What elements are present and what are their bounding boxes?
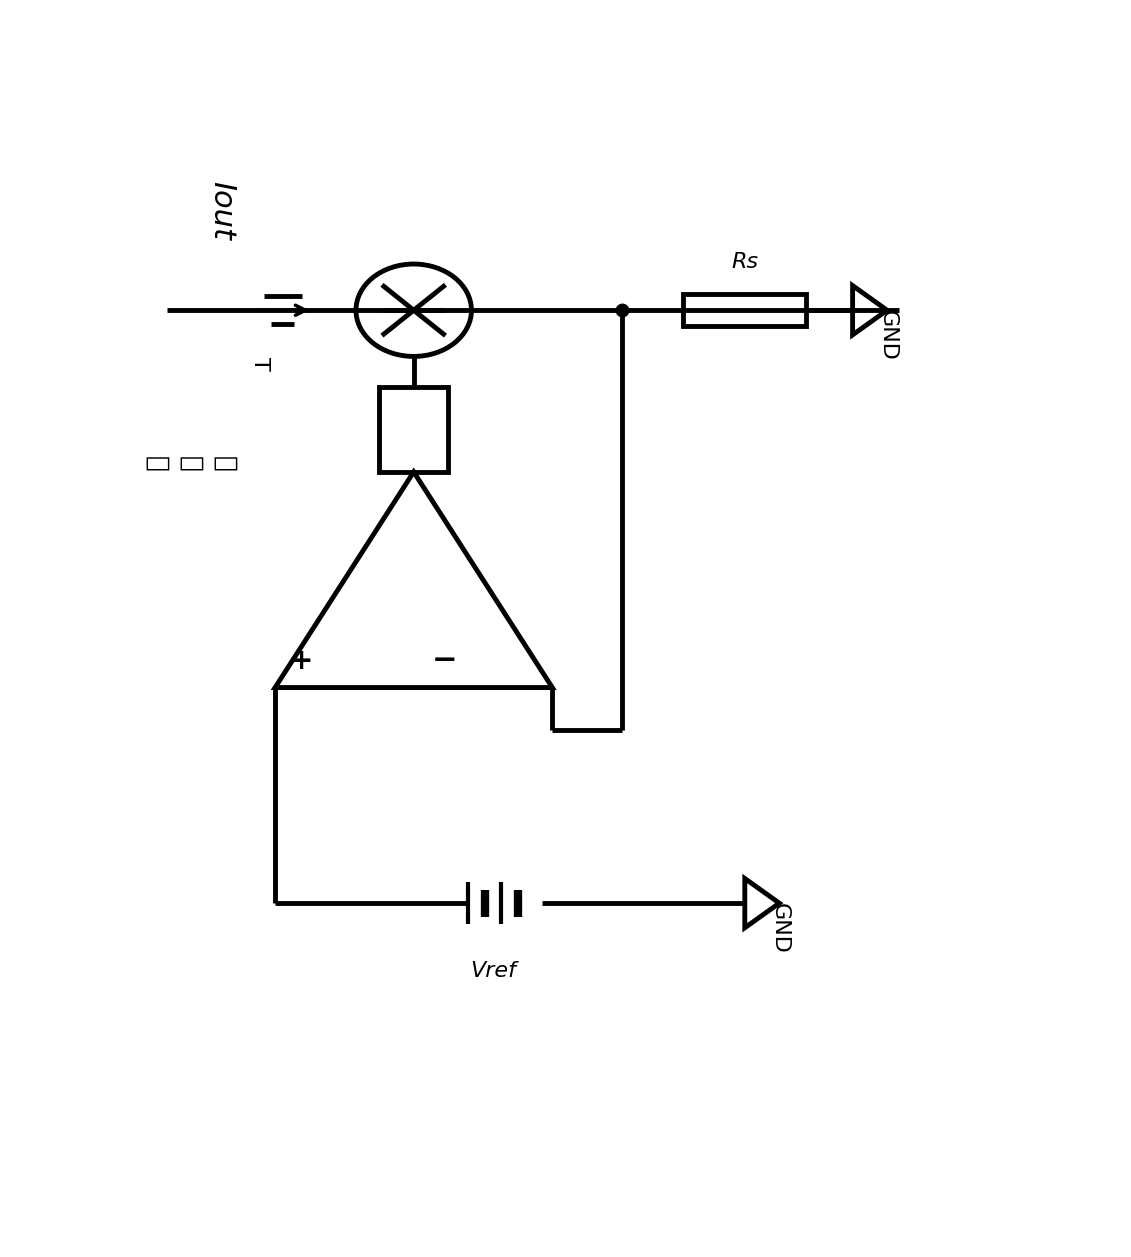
Text: T: T xyxy=(250,357,269,371)
Text: 副
载
系: 副 载 系 xyxy=(144,456,238,473)
Bar xyxy=(683,294,806,327)
Text: Rs: Rs xyxy=(732,251,759,272)
Text: GND: GND xyxy=(878,310,897,361)
Text: GND: GND xyxy=(769,903,789,954)
Text: Vref: Vref xyxy=(470,960,516,980)
Text: −: − xyxy=(432,646,457,675)
Text: Iout: Iout xyxy=(207,181,235,240)
Text: +: + xyxy=(291,646,313,675)
Bar xyxy=(379,387,448,471)
